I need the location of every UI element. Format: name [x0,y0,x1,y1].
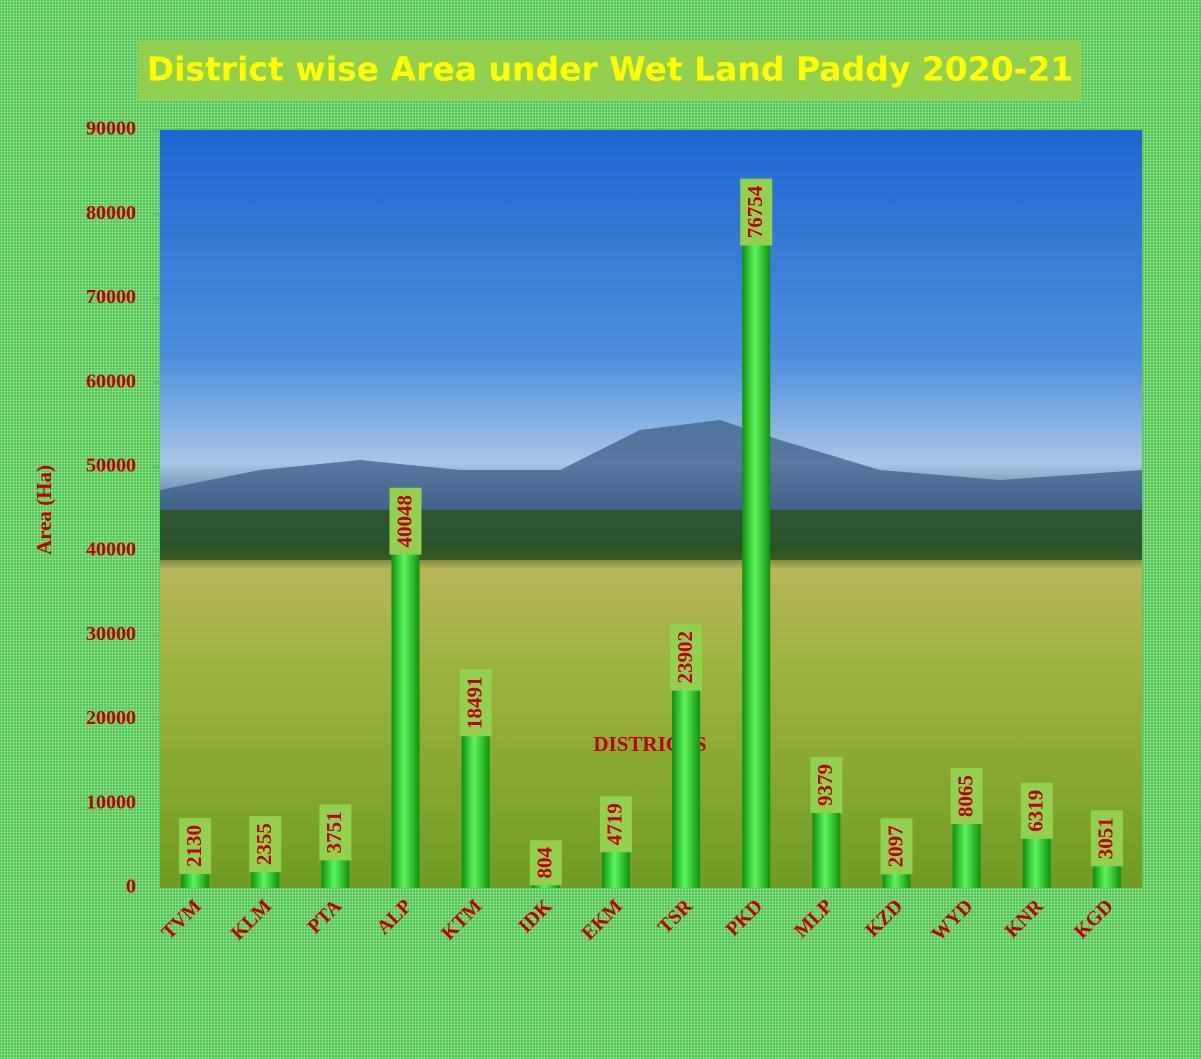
y-tick-label: 80000 [86,202,136,224]
value-label: 3751 [322,811,346,853]
y-tick-label: 30000 [86,623,136,645]
chart: District wise Area under Wet Land Paddy … [0,0,1201,1059]
bar [742,242,770,888]
x-tick-label: ALP [372,895,416,939]
bar [462,732,490,888]
x-tick-label: TVM [157,895,206,944]
value-label: 3051 [1094,817,1118,859]
y-tick-label: 70000 [86,286,136,308]
x-tick-label: TSR [654,895,697,938]
bar [672,687,700,888]
value-label: 23902 [673,631,697,684]
y-tick-label: 10000 [86,791,136,813]
x-tick-label: PTA [303,895,346,938]
x-tick-label: EKM [577,895,626,944]
value-label: 6319 [1024,790,1048,832]
x-tick-label: KLM [227,895,276,944]
value-label: 2130 [182,825,206,867]
y-tick-label: 0 [126,876,136,898]
value-label: 76754 [743,185,767,238]
x-tick-label: KZD [861,895,907,941]
bar [953,820,981,888]
value-label: 40048 [392,495,416,548]
y-tick-label: 90000 [86,118,136,140]
value-label: 2355 [252,823,276,865]
y-tick-label: 60000 [86,370,136,392]
x-tick-label: IDK [514,895,557,938]
value-label: 2097 [883,825,907,867]
y-tick-label: 20000 [86,707,136,729]
x-tick-label: KNR [1001,895,1048,942]
y-axis-label: Area (Ha) [32,465,56,555]
bar [1023,835,1051,888]
bar [602,848,630,888]
value-label: 4719 [603,803,627,845]
value-label: 9379 [813,764,837,806]
bar [321,856,349,888]
chart-title: District wise Area under Wet Land Paddy … [147,50,1074,89]
x-tick-label: MLP [790,895,837,942]
y-tick-label: 50000 [86,454,136,476]
value-label: 8065 [953,775,977,817]
y-tick-label: 40000 [86,539,136,561]
value-label: 804 [533,846,557,878]
x-tick-label: WYD [927,895,977,945]
x-tick-label: PKD [722,895,767,940]
x-tick-label: KTM [437,895,486,944]
x-tick-label: KGD [1070,895,1118,943]
value-label: 18491 [462,677,486,730]
bar [392,551,420,888]
bar [812,809,840,888]
tree-line [160,510,1142,560]
